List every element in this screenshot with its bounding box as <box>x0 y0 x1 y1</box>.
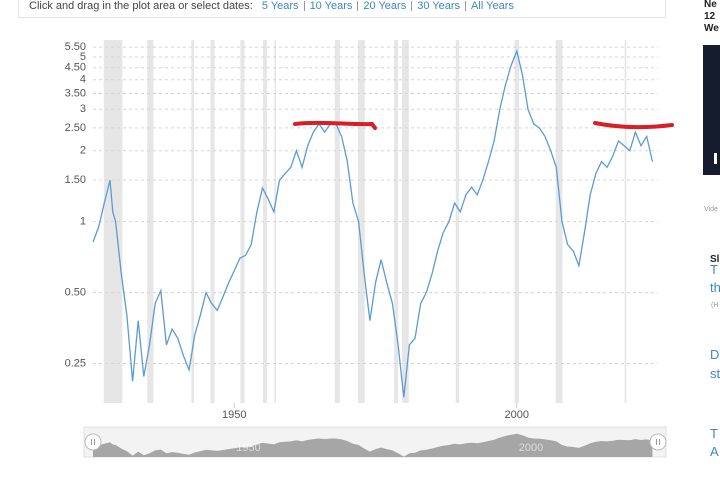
sidebar-link[interactable]: T <box>710 262 718 277</box>
range-link[interactable]: 5 Years <box>261 0 299 12</box>
recession-band <box>357 40 365 403</box>
controls-prompt: Click and drag in the plot area or selec… <box>29 0 253 12</box>
navigator-handle[interactable] <box>649 433 667 451</box>
sidebar-link[interactable]: A <box>710 444 719 459</box>
recession-band <box>624 40 627 403</box>
range-link[interactable]: 30 Years <box>411 1 465 12</box>
recession-band <box>240 40 245 403</box>
sidebar-link[interactable]: th <box>710 280 720 295</box>
sidebar-link[interactable]: st <box>710 366 720 381</box>
navigator-handle[interactable] <box>84 433 102 451</box>
recession-band <box>514 40 520 403</box>
sidebar-link[interactable]: T <box>710 426 718 441</box>
y-tick-label: 2.50 <box>65 122 86 134</box>
sidebar-text: Sl <box>710 254 720 265</box>
range-link[interactable]: 10 Years <box>303 1 358 12</box>
recession-band <box>334 40 340 403</box>
recession-band <box>455 40 460 403</box>
sidebar-text: Vide <box>704 206 718 213</box>
recession-band <box>210 40 215 403</box>
annotation-stroke <box>293 120 377 130</box>
sidebar-link[interactable]: D <box>710 347 720 362</box>
recession-band <box>394 40 399 403</box>
y-tick-label: 4.50 <box>65 62 86 74</box>
y-tick-label: 0.50 <box>65 286 86 298</box>
y-tick-label: 1 <box>80 216 86 228</box>
y-tick-label: 4 <box>80 74 86 86</box>
recession-band <box>263 40 268 403</box>
recession-band <box>555 40 563 403</box>
y-tick-label: 1.50 <box>65 174 86 186</box>
pause-icon[interactable] <box>714 153 717 164</box>
y-tick-label: 2 <box>80 145 86 157</box>
y-tick-label: 3.50 <box>65 87 86 99</box>
navigator-area <box>93 433 653 457</box>
navigator-label: 2000 <box>519 442 543 454</box>
range-link[interactable]: 20 Years <box>357 1 411 12</box>
annotation-stroke <box>593 121 674 130</box>
x-tick-label: 2000 <box>505 409 529 421</box>
range-link[interactable]: All Years <box>465 1 519 12</box>
sidebar-text: (H <box>711 302 719 309</box>
y-tick-label: 0.25 <box>65 357 86 369</box>
recession-band <box>191 40 195 403</box>
recession-band <box>147 40 154 403</box>
sidebar-text: We <box>704 23 719 34</box>
video-thumbnail[interactable] <box>703 45 720 175</box>
navigator-label: 1950 <box>236 442 260 454</box>
date-controls: Click and drag in the plot area or selec… <box>18 0 666 18</box>
x-tick-label: 1950 <box>222 409 246 421</box>
y-tick-label: 5 <box>80 51 86 63</box>
sidebar-text: Ne <box>704 0 717 10</box>
data-line <box>92 48 654 398</box>
y-tick-label: 5.50 <box>65 41 86 53</box>
y-tick-label: 3 <box>80 103 86 115</box>
sidebar-text: 12 <box>704 11 716 22</box>
